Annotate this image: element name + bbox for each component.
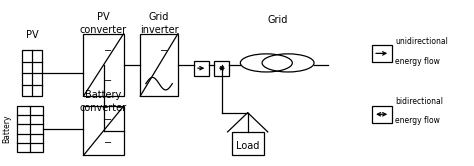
Text: Grid: Grid xyxy=(149,12,169,22)
Text: inverter: inverter xyxy=(140,25,178,35)
Text: −: − xyxy=(104,138,112,148)
Text: converter: converter xyxy=(80,103,127,113)
Bar xyxy=(83,106,124,155)
Bar xyxy=(18,106,43,152)
Text: −: − xyxy=(104,115,112,125)
Text: PV: PV xyxy=(26,30,38,40)
Text: −: − xyxy=(104,76,112,85)
Bar xyxy=(22,50,42,96)
Text: Battery: Battery xyxy=(85,89,121,100)
Text: Load: Load xyxy=(236,141,259,151)
Bar xyxy=(83,34,124,96)
Bar xyxy=(372,106,392,123)
Text: unidirectional: unidirectional xyxy=(395,37,448,46)
Text: −: − xyxy=(160,46,168,56)
Bar xyxy=(140,34,178,96)
Text: energy flow: energy flow xyxy=(395,116,440,124)
Text: bidirectional: bidirectional xyxy=(395,97,443,106)
Text: converter: converter xyxy=(80,25,127,35)
Bar xyxy=(232,132,264,155)
Text: −: − xyxy=(104,46,112,56)
Bar xyxy=(372,45,392,62)
Text: energy flow: energy flow xyxy=(395,57,440,66)
Bar xyxy=(214,61,229,76)
Text: Battery: Battery xyxy=(2,115,11,143)
Text: PV: PV xyxy=(97,12,109,22)
Bar xyxy=(193,61,209,76)
Text: Grid: Grid xyxy=(267,15,287,25)
